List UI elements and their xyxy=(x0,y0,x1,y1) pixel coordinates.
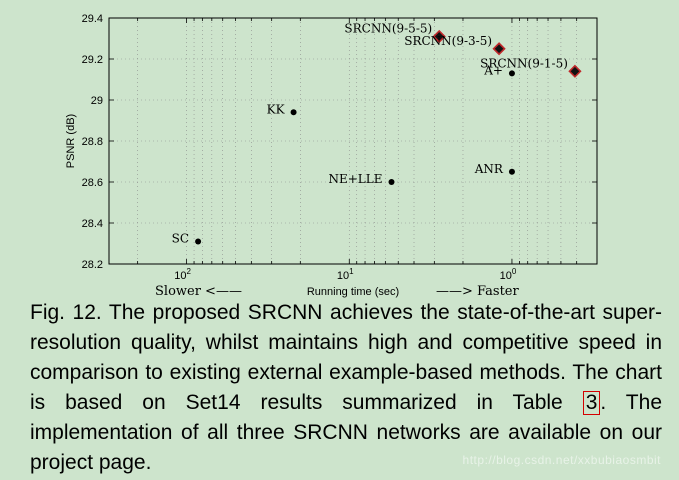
point-srcnn-9-5-5 xyxy=(432,29,446,44)
figure-caption: Fig. 12. The proposed SRCNN achieves the… xyxy=(30,298,662,478)
y-tick-label: 29.4 xyxy=(82,13,103,25)
point-sc xyxy=(195,238,202,245)
x-axis-label: Running time (sec) xyxy=(307,286,399,298)
point-ne-lle xyxy=(388,179,395,185)
point-label-ne-lle: NE+LLE xyxy=(328,172,382,186)
x-tick-label: 102 xyxy=(174,267,191,282)
data-points: SC KK NE+LLE ANR A+ SRCNN(9-5-5)SRCNN(9-3-5) S… xyxy=(172,21,582,245)
point-label-srcnn-9-5-5: SRCNN(9-5-5) xyxy=(344,21,432,35)
point-srcnn-9-3-5 xyxy=(492,42,506,56)
point-a xyxy=(508,70,515,77)
point-kk xyxy=(290,109,297,116)
point-label-anr: ANR xyxy=(474,162,504,176)
y-tick-label: 28.4 xyxy=(82,218,103,230)
x-tick-label: 101 xyxy=(337,267,354,282)
axis-ticks: 28.2 28.4 28.6 28.8 29 29.2 29.4 102 101 100 xyxy=(82,13,598,282)
point-label-kk: KK xyxy=(267,102,286,116)
y-axis-label: PSNR (dB) xyxy=(65,114,77,168)
y-tick-label: 29.2 xyxy=(82,54,103,66)
psnr-runtime-chart: 28.2 28.4 28.6 28.8 29 29.2 29.4 102 101 100 SC KK… xyxy=(65,13,598,299)
point-srcnn-9-1-5 xyxy=(568,64,582,78)
point-label-srcnn-9-1-5: SRCNN(9-1-5) xyxy=(480,56,568,70)
caption-text-suffix: . The implementation of all three SRCNN … xyxy=(30,391,662,474)
y-tick-label: 29 xyxy=(91,95,103,107)
point-label-srcnn-9-3-5: SRCNN(9-3-5) xyxy=(404,34,492,48)
point-label-sc: SC xyxy=(172,231,189,245)
y-tick-label: 28.6 xyxy=(82,177,103,189)
table-reference-link[interactable]: 3 xyxy=(582,391,601,415)
faster-direction-label: ——> Faster xyxy=(436,284,520,299)
x-tick-label: 100 xyxy=(500,267,517,282)
watermark: http://blog.csdn.net/xxbubiaosmbit xyxy=(462,453,661,467)
y-tick-label: 28.2 xyxy=(82,259,103,271)
y-tick-label: 28.8 xyxy=(82,136,103,148)
slower-direction-label: Slower <—— xyxy=(155,284,242,299)
chart-svg: 28.2 28.4 28.6 28.8 29 29.2 29.4 102 101 100 SC KK… xyxy=(65,13,598,299)
caption-text-prefix: Fig. 12. The proposed SRCNN achieves the… xyxy=(30,301,662,414)
point-anr xyxy=(508,168,515,175)
point-label-a: A+ xyxy=(483,63,503,77)
grid-lines xyxy=(108,17,598,265)
